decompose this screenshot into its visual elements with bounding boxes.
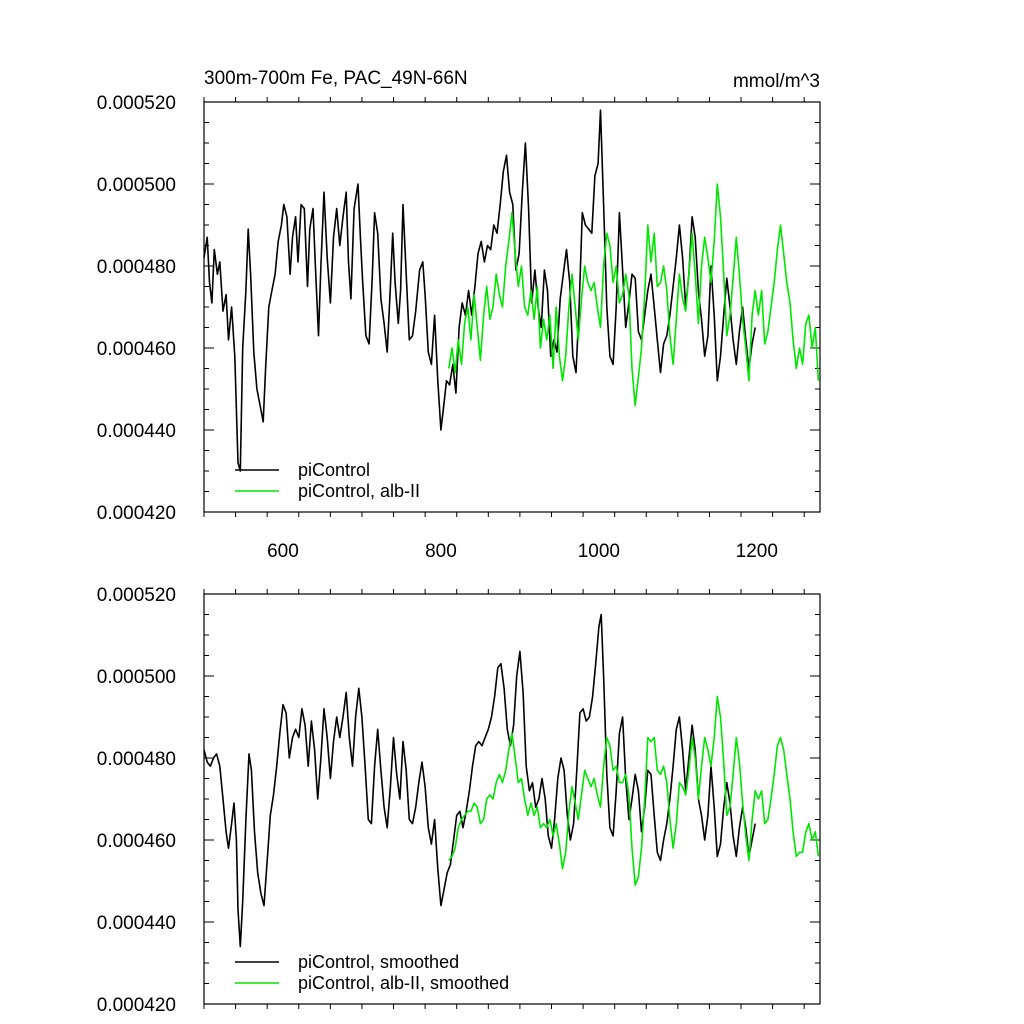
- chart-title: 300m-700m Fe, PAC_49N-66N: [204, 68, 468, 89]
- series-line-alb: [448, 695, 820, 886]
- y-tick-label: 0.000440: [97, 913, 176, 934]
- y-tick-label: 0.000460: [97, 339, 176, 360]
- y-tick-label: 0.000480: [97, 257, 176, 278]
- x-tick-label: 1200: [736, 541, 778, 562]
- x-tick-label: 800: [425, 541, 457, 562]
- legend-label: piControl, smoothed: [298, 952, 459, 972]
- units-label: mmol/m^3: [733, 71, 820, 92]
- x-tick-label: 1000: [578, 541, 620, 562]
- legend-label: piControl, alb-II, smoothed: [298, 973, 509, 993]
- plot-frame: [203, 593, 821, 1005]
- y-tick-label: 0.000500: [97, 667, 176, 688]
- x-tick-label: 600: [267, 541, 299, 562]
- y-tick-label: 0.000460: [97, 831, 176, 852]
- series-line-alb: [448, 183, 820, 407]
- y-tick-label: 0.000480: [97, 749, 176, 770]
- y-tick-label: 0.000520: [97, 585, 176, 606]
- legend-label: piControl, alb-II: [298, 481, 420, 501]
- y-tick-label: 0.000420: [97, 503, 176, 524]
- y-tick-label: 0.000440: [97, 421, 176, 442]
- panel-top: 0.000420 0.000440 0.000460 0.000480 0.000500…: [97, 93, 821, 562]
- plot-frame: [203, 101, 821, 513]
- series-line-control: [203, 613, 756, 948]
- panel-bottom: 0.000420 0.000440 0.000460 0.000480 0.000500…: [97, 585, 821, 1016]
- y-tick-label: 0.000420: [97, 995, 176, 1016]
- y-tick-label: 0.000520: [97, 93, 176, 114]
- legend-label: piControl: [298, 460, 370, 480]
- series-line-control: [203, 109, 756, 472]
- y-tick-label: 0.000500: [97, 175, 176, 196]
